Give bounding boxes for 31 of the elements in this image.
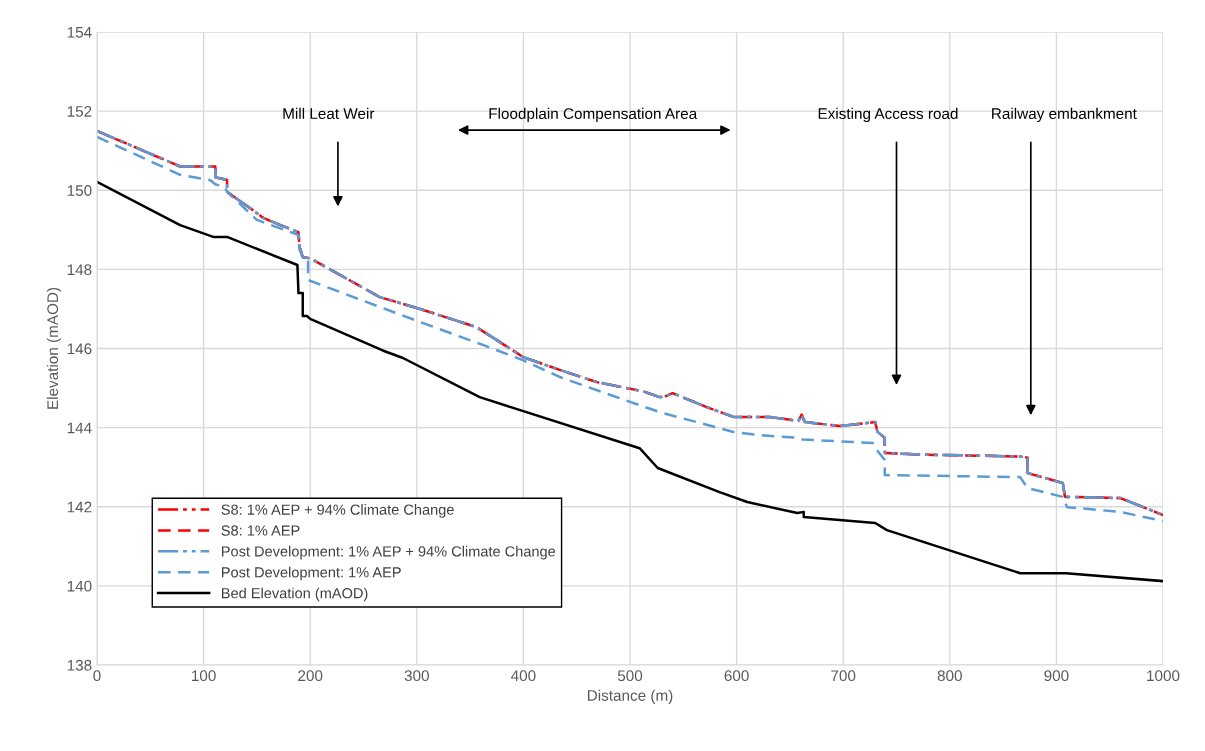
x-tick-label: 700 xyxy=(831,670,856,682)
y-tick-label: 138 xyxy=(67,659,92,671)
legend-label: S8: 1% AEP + 94% Climate Change xyxy=(221,504,454,518)
annotation: Floodplain Compensation Area xyxy=(489,107,698,123)
annotation: Existing Access road xyxy=(818,107,958,123)
x-tick-label: 500 xyxy=(617,670,643,682)
legend-label: Post Development: 1% AEP xyxy=(222,566,401,581)
y-tick-label: 150 xyxy=(67,185,92,196)
annotation: Mill Leat Weir xyxy=(283,107,375,120)
x-tick-label: 600 xyxy=(724,670,749,682)
x-tick-label: 100 xyxy=(192,670,216,682)
annotation: Railway embankment xyxy=(992,107,1137,123)
x-tick-label: 0 xyxy=(93,670,101,682)
y-tick-label: 152 xyxy=(67,105,92,117)
y-tick-label: 140 xyxy=(67,580,92,592)
legend-label: Post Development: 1% AEP + 94% Climate Change xyxy=(222,545,556,560)
x-axis-title: Distance (m) xyxy=(587,689,673,704)
y-tick-label: 154 xyxy=(67,27,92,38)
y-tick-label: 142 xyxy=(67,501,92,513)
y-tick-label: 144 xyxy=(67,422,92,434)
legend-label: S8: 1% AEP xyxy=(221,525,300,536)
x-tick-label: 800 xyxy=(937,670,962,682)
x-tick-label: 300 xyxy=(404,670,429,682)
legend-label: Bed Elevation (mAOD) xyxy=(222,587,368,602)
y-axis-title: Elevation (mAOD) xyxy=(46,287,62,409)
y-tick-label: 148 xyxy=(67,264,92,276)
x-tick-label: 1000 xyxy=(1147,670,1180,682)
x-tick-label: 200 xyxy=(298,670,323,682)
x-tick-label: 900 xyxy=(1044,670,1069,682)
y-tick-label: 146 xyxy=(67,343,92,355)
x-tick-label: 400 xyxy=(511,670,536,682)
